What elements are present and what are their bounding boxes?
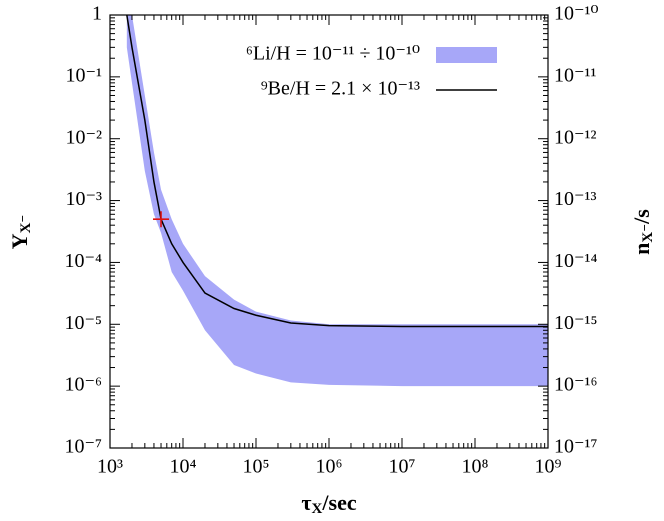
x-tick-label: 10³ (97, 456, 123, 478)
y2-label-unit: /s (629, 209, 654, 225)
y-tick-label: 10⁻⁵ (64, 312, 102, 334)
marker (153, 211, 170, 228)
y2-tick-label: 10⁻¹⁷ (554, 436, 598, 458)
x-label-unit: /sec (321, 490, 356, 515)
x-tick-label: 10⁸ (462, 456, 489, 478)
y2-axis-label: nX⁻/s (629, 209, 656, 255)
x-tick-label: 10⁴ (170, 456, 197, 478)
y-tick-label: 10⁻³ (65, 188, 102, 210)
x-tick-label: 10⁷ (389, 456, 416, 478)
y-axis-label: YX⁻ (7, 215, 34, 250)
y-label-symbol: Y (7, 233, 32, 249)
y2-label-symbol: n (629, 243, 654, 255)
y-tick-label: 10⁻⁶ (64, 374, 102, 396)
x-tick-label: 10⁵ (243, 456, 270, 478)
x-axis-label: τX/sec (301, 490, 356, 517)
y2-tick-label: 10⁻¹⁰ (554, 3, 599, 25)
band (126, 15, 548, 387)
y2-label-subscript: X⁻ (640, 224, 656, 243)
legend-label: ⁹Be/H = 2.1 × 10⁻¹³ (261, 78, 420, 100)
y-tick-label: 10⁻⁴ (64, 250, 102, 272)
y2-tick-label: 10⁻¹⁶ (554, 374, 598, 396)
plot-area (126, 15, 548, 387)
legend-swatch (436, 47, 497, 63)
line (126, 15, 548, 328)
y2-tick-label: 10⁻¹² (554, 126, 597, 148)
x-tick-label: 10⁶ (316, 456, 343, 478)
x-tick-label: 10⁹ (535, 456, 562, 478)
y-tick-label: 1 (92, 3, 102, 25)
y2-tick-label: 10⁻¹⁴ (554, 250, 598, 272)
x-label-symbol: τ (301, 490, 311, 515)
y-tick-label: 10⁻¹ (65, 64, 102, 86)
y-tick-label: 10⁻² (65, 126, 102, 148)
y-label-subscript: X⁻ (18, 215, 34, 234)
y-tick-label: 10⁻⁷ (64, 436, 102, 458)
y2-tick-label: 10⁻¹¹ (554, 64, 597, 86)
y2-tick-label: 10⁻¹³ (554, 188, 597, 210)
y2-tick-label: 10⁻¹⁵ (554, 312, 598, 334)
legend-label: ⁶Li/H = 10⁻¹¹ ÷ 10⁻¹⁰ (246, 43, 420, 65)
x-label-subscript: X (312, 501, 323, 517)
